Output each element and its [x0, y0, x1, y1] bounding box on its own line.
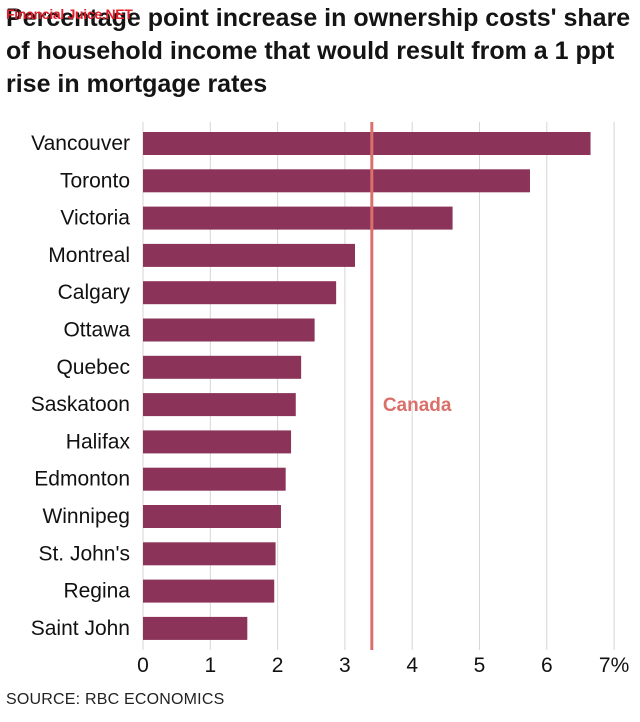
x-tick-label: 4	[406, 654, 418, 677]
category-label: Saint John	[31, 617, 130, 640]
chart-title: Percentage point increase in ownership c…	[6, 4, 631, 98]
bar	[143, 467, 286, 491]
watermark: Financial Juice.NET	[6, 6, 133, 22]
x-tick-label: 0	[137, 654, 149, 677]
x-tick-label: 3	[339, 654, 351, 677]
category-label: Saskatoon	[31, 393, 130, 416]
category-label: Halifax	[66, 430, 131, 453]
category-label: Victoria	[60, 207, 130, 230]
bar	[143, 579, 275, 603]
x-tick-label: 1	[204, 654, 216, 677]
x-axis-tick-labels: 0 1 2 3 4 5 6 7%	[137, 654, 629, 677]
category-label: Toronto	[60, 169, 130, 192]
x-tick-label: 7%	[599, 654, 629, 677]
reference-label: Canada	[383, 395, 452, 416]
bar	[143, 430, 292, 454]
bar	[143, 206, 453, 230]
category-label: Edmonton	[34, 468, 130, 491]
bars	[143, 132, 591, 640]
x-tick-label: 6	[541, 654, 553, 677]
bar	[143, 505, 281, 528]
bar	[143, 355, 302, 379]
bar	[143, 281, 337, 305]
bar	[143, 616, 248, 640]
category-label: Calgary	[58, 281, 131, 304]
x-tick-label: 2	[272, 654, 284, 677]
category-label: Ottawa	[63, 319, 130, 342]
category-labels: Vancouver Toronto Victoria Montreal Calgary O…	[31, 132, 131, 640]
category-label: Vancouver	[31, 132, 130, 155]
source-note: SOURCE: RBC ECONOMICS	[6, 691, 225, 708]
bar	[143, 169, 530, 193]
bar	[143, 243, 355, 267]
grid-lines	[142, 122, 615, 650]
category-label: Winnipeg	[42, 505, 130, 528]
bar	[143, 132, 591, 155]
category-label: Regina	[63, 580, 130, 603]
category-label: Montreal	[48, 244, 130, 267]
bar	[143, 542, 276, 566]
bar	[143, 393, 296, 417]
x-tick-label: 5	[474, 654, 486, 677]
category-label: St. John's	[38, 542, 130, 565]
reference-line-group: Canada	[370, 122, 452, 650]
category-label: Quebec	[56, 356, 130, 379]
bar	[143, 318, 315, 342]
